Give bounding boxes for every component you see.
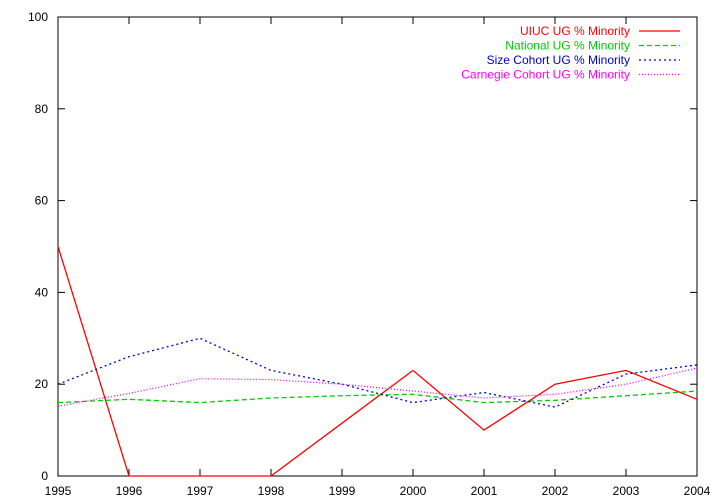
legend-label-1: UIUC UG % Minority (520, 24, 630, 38)
legend-label-4: Carnegie Cohort UG % Minority (461, 68, 630, 82)
legend-label-3: Size Cohort UG % Minority (487, 53, 630, 67)
y-tick-label: 60 (35, 194, 49, 208)
y-tick-label: 20 (35, 377, 49, 391)
x-axis-ticks: 1995 1996 1997 1998 1999 2000 2001 2002 2003 2004 (45, 17, 711, 498)
series-line-3 (57, 337, 698, 408)
series-line-1 (57, 246, 698, 477)
y-tick-label: 40 (35, 285, 49, 299)
plot-frame (57, 16, 698, 477)
x-tick-label: 2000 (400, 484, 427, 498)
legend-label-2: National UG % Minority (505, 39, 630, 53)
y-tick-label: 0 (41, 469, 48, 483)
x-tick-label: 2004 (684, 484, 711, 498)
x-tick-label: 2002 (542, 484, 569, 498)
series-line-2 (57, 390, 698, 404)
x-tick-label: 1996 (116, 484, 143, 498)
x-tick-label: 1998 (258, 484, 285, 498)
x-tick-label: 2001 (471, 484, 498, 498)
y-tick-label: 80 (35, 102, 49, 116)
y-axis-ticks: 0 20 40 60 80 100 (28, 10, 697, 483)
series-lines (57, 246, 698, 477)
x-tick-label: 2003 (613, 484, 640, 498)
x-tick-label: 1999 (329, 484, 356, 498)
x-tick-label: 1995 (45, 484, 72, 498)
x-tick-label: 1997 (187, 484, 214, 498)
series-line-4 (57, 367, 698, 407)
y-tick-label: 100 (28, 10, 48, 24)
